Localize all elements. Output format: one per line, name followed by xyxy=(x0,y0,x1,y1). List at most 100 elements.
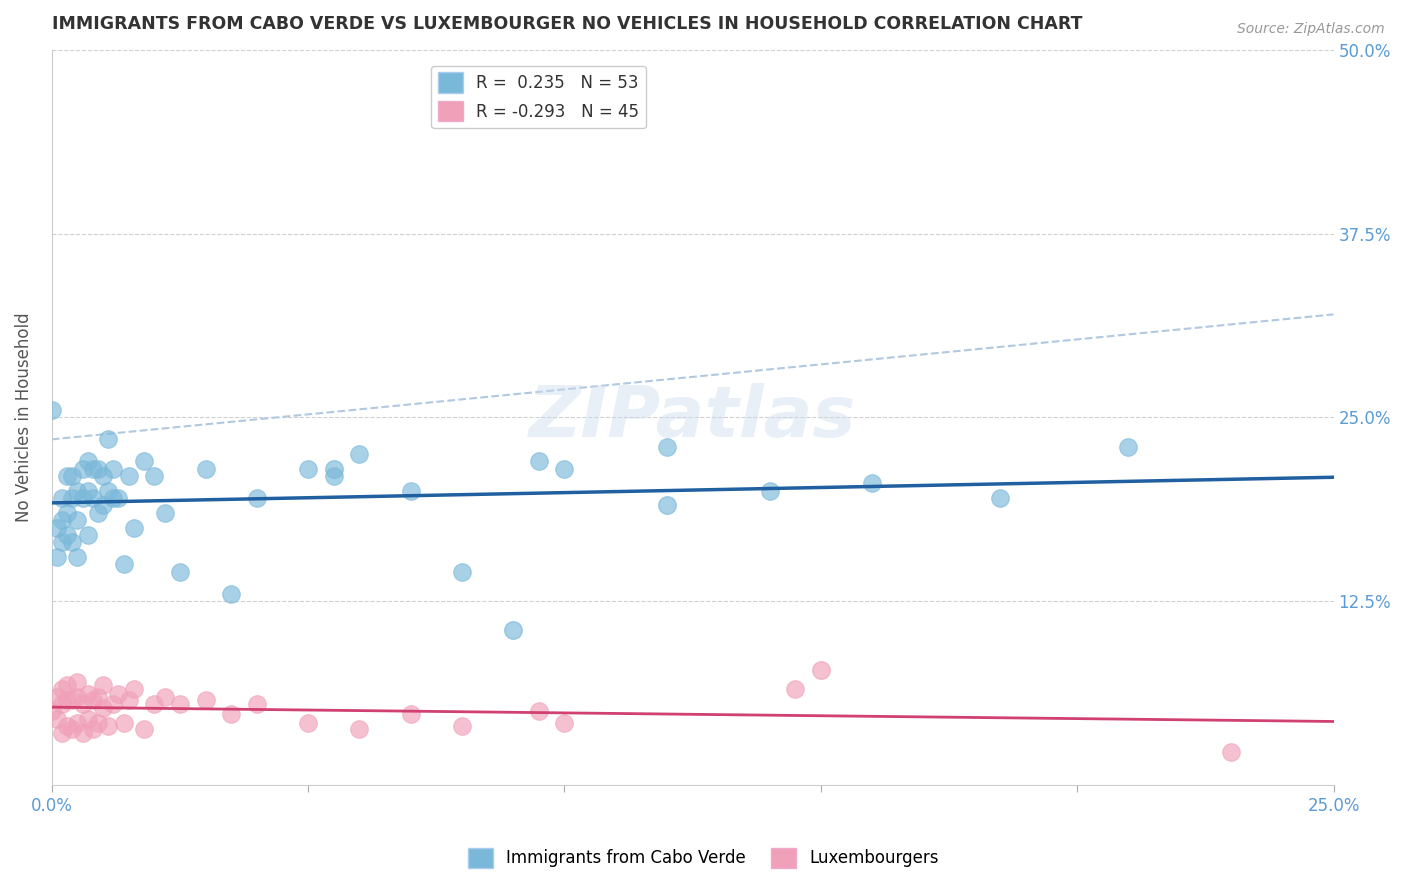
Point xyxy=(169,565,191,579)
Legend: Immigrants from Cabo Verde, Luxembourgers: Immigrants from Cabo Verde, Luxembourger… xyxy=(461,841,945,875)
Point xyxy=(810,663,832,677)
Point xyxy=(56,528,79,542)
Point xyxy=(451,565,474,579)
Point xyxy=(60,491,83,505)
Point xyxy=(860,476,883,491)
Point xyxy=(76,454,98,468)
Point xyxy=(322,469,344,483)
Y-axis label: No Vehicles in Household: No Vehicles in Household xyxy=(15,312,32,522)
Point xyxy=(82,692,104,706)
Point xyxy=(60,692,83,706)
Point xyxy=(132,722,155,736)
Text: IMMIGRANTS FROM CABO VERDE VS LUXEMBOURGER NO VEHICLES IN HOUSEHOLD CORRELATION : IMMIGRANTS FROM CABO VERDE VS LUXEMBOURG… xyxy=(52,15,1083,33)
Point xyxy=(988,491,1011,505)
Point xyxy=(82,461,104,475)
Point xyxy=(399,483,422,498)
Point xyxy=(72,461,94,475)
Point xyxy=(51,513,73,527)
Point xyxy=(169,697,191,711)
Point xyxy=(66,549,89,564)
Point xyxy=(655,440,678,454)
Point xyxy=(103,461,125,475)
Point xyxy=(76,528,98,542)
Point xyxy=(97,433,120,447)
Point xyxy=(349,447,371,461)
Point xyxy=(107,687,129,701)
Point xyxy=(758,483,780,498)
Point xyxy=(51,697,73,711)
Point xyxy=(82,491,104,505)
Point xyxy=(87,506,110,520)
Point xyxy=(45,690,67,704)
Point xyxy=(56,719,79,733)
Point xyxy=(51,535,73,549)
Legend: R =  0.235   N = 53, R = -0.293   N = 45: R = 0.235 N = 53, R = -0.293 N = 45 xyxy=(432,65,647,128)
Point xyxy=(45,520,67,534)
Point xyxy=(97,719,120,733)
Point xyxy=(246,697,269,711)
Point xyxy=(56,469,79,483)
Point xyxy=(349,722,371,736)
Point xyxy=(82,722,104,736)
Point xyxy=(132,454,155,468)
Point xyxy=(91,499,114,513)
Point xyxy=(112,716,135,731)
Point xyxy=(87,690,110,704)
Point xyxy=(45,712,67,726)
Point xyxy=(56,678,79,692)
Point xyxy=(72,491,94,505)
Point xyxy=(399,707,422,722)
Point xyxy=(66,716,89,731)
Point xyxy=(66,483,89,498)
Point xyxy=(72,697,94,711)
Point xyxy=(91,701,114,715)
Point xyxy=(45,549,67,564)
Point xyxy=(87,461,110,475)
Point xyxy=(297,716,319,731)
Point xyxy=(56,692,79,706)
Point xyxy=(246,491,269,505)
Point xyxy=(87,716,110,731)
Point xyxy=(143,469,166,483)
Point xyxy=(322,461,344,475)
Point xyxy=(297,461,319,475)
Point xyxy=(118,469,141,483)
Text: ZIPatlas: ZIPatlas xyxy=(529,383,856,451)
Point xyxy=(72,726,94,740)
Text: Source: ZipAtlas.com: Source: ZipAtlas.com xyxy=(1237,22,1385,37)
Point xyxy=(66,674,89,689)
Point xyxy=(76,687,98,701)
Point xyxy=(122,520,145,534)
Point xyxy=(527,454,550,468)
Point xyxy=(60,722,83,736)
Point xyxy=(219,707,242,722)
Point xyxy=(451,719,474,733)
Point xyxy=(60,535,83,549)
Point xyxy=(1118,440,1140,454)
Point xyxy=(655,499,678,513)
Point xyxy=(785,682,807,697)
Point xyxy=(122,682,145,697)
Point xyxy=(97,483,120,498)
Point xyxy=(91,678,114,692)
Point xyxy=(112,558,135,572)
Point xyxy=(51,682,73,697)
Point xyxy=(502,624,524,638)
Point xyxy=(41,403,63,417)
Point xyxy=(194,461,217,475)
Point xyxy=(143,697,166,711)
Point xyxy=(553,716,575,731)
Point xyxy=(76,712,98,726)
Point xyxy=(153,690,176,704)
Point xyxy=(60,469,83,483)
Point xyxy=(76,483,98,498)
Point xyxy=(66,690,89,704)
Point xyxy=(1220,746,1243,760)
Point xyxy=(103,697,125,711)
Point xyxy=(219,587,242,601)
Point xyxy=(194,692,217,706)
Point xyxy=(153,506,176,520)
Point xyxy=(66,513,89,527)
Point xyxy=(118,692,141,706)
Point xyxy=(103,491,125,505)
